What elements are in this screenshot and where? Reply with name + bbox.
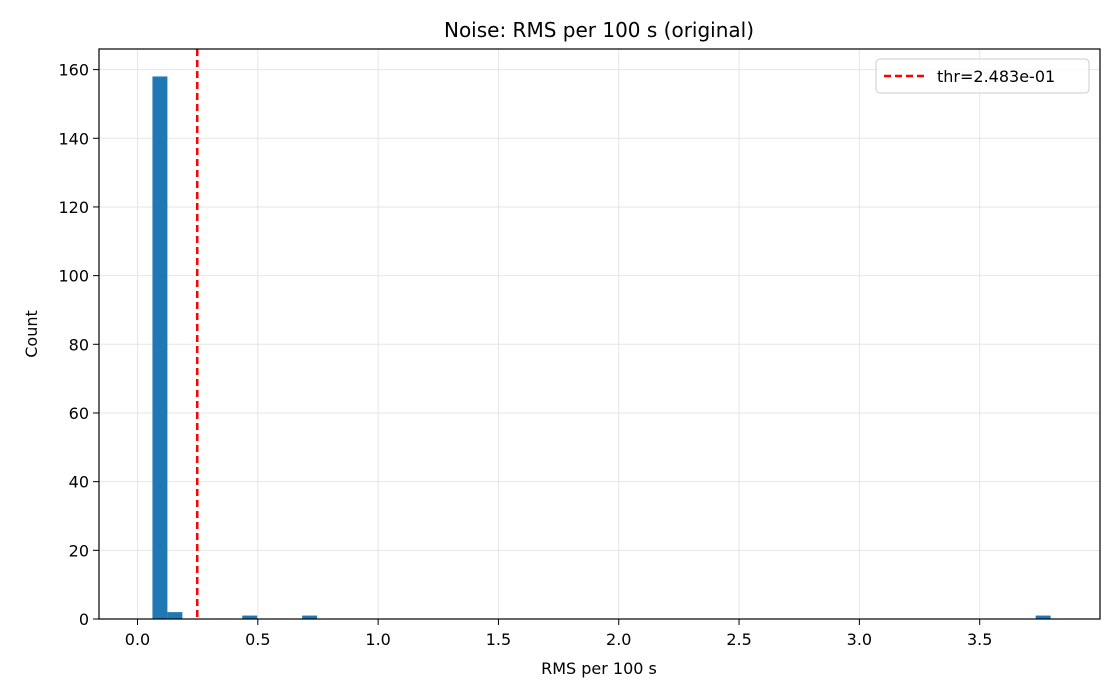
x-tick-label: 1.0 <box>365 630 390 649</box>
y-tick-label: 0 <box>79 610 89 629</box>
y-axis-ticks: 0 20 40 60 80 100 120 140 160 <box>58 61 99 629</box>
y-tick-label: 80 <box>69 335 89 354</box>
x-tick-label: 0.5 <box>245 630 270 649</box>
histogram-bar <box>167 612 183 619</box>
y-tick-label: 100 <box>58 267 89 286</box>
legend-box <box>875 58 1090 94</box>
x-tick-label: 3.0 <box>847 630 872 649</box>
x-axis-label: RMS per 100 s <box>541 659 657 678</box>
y-tick-label: 120 <box>58 198 89 217</box>
x-tick-label: 2.5 <box>726 630 751 649</box>
y-axis-label: Count <box>22 310 41 358</box>
grid-lines <box>99 49 1100 620</box>
histogram-bar <box>152 76 168 620</box>
y-tick-label: 40 <box>69 473 89 492</box>
x-tick-label: 2.0 <box>606 630 631 649</box>
histogram-bar <box>302 615 318 619</box>
x-tick-label: 3.5 <box>967 630 992 649</box>
x-tick-label: 0.0 <box>125 630 150 649</box>
y-tick-label: 20 <box>69 541 89 560</box>
legend-threshold-label: thr=2.483e-01 <box>937 67 1055 86</box>
x-tick-label: 1.5 <box>486 630 511 649</box>
y-tick-label: 60 <box>69 404 89 423</box>
x-axis-ticks: 0.0 0.5 1.0 1.5 2.0 2.5 3.0 3.5 <box>125 619 992 649</box>
plot-frame <box>98 48 1101 620</box>
histogram-bar <box>1035 615 1051 619</box>
legend: thr=2.483e-01 <box>875 58 1090 94</box>
y-tick-label: 140 <box>58 129 89 148</box>
chart-title: Noise: RMS per 100 s (original) <box>444 18 754 42</box>
histogram-bars <box>152 76 1051 620</box>
histogram-bar <box>242 615 258 619</box>
y-tick-label: 160 <box>58 61 89 80</box>
